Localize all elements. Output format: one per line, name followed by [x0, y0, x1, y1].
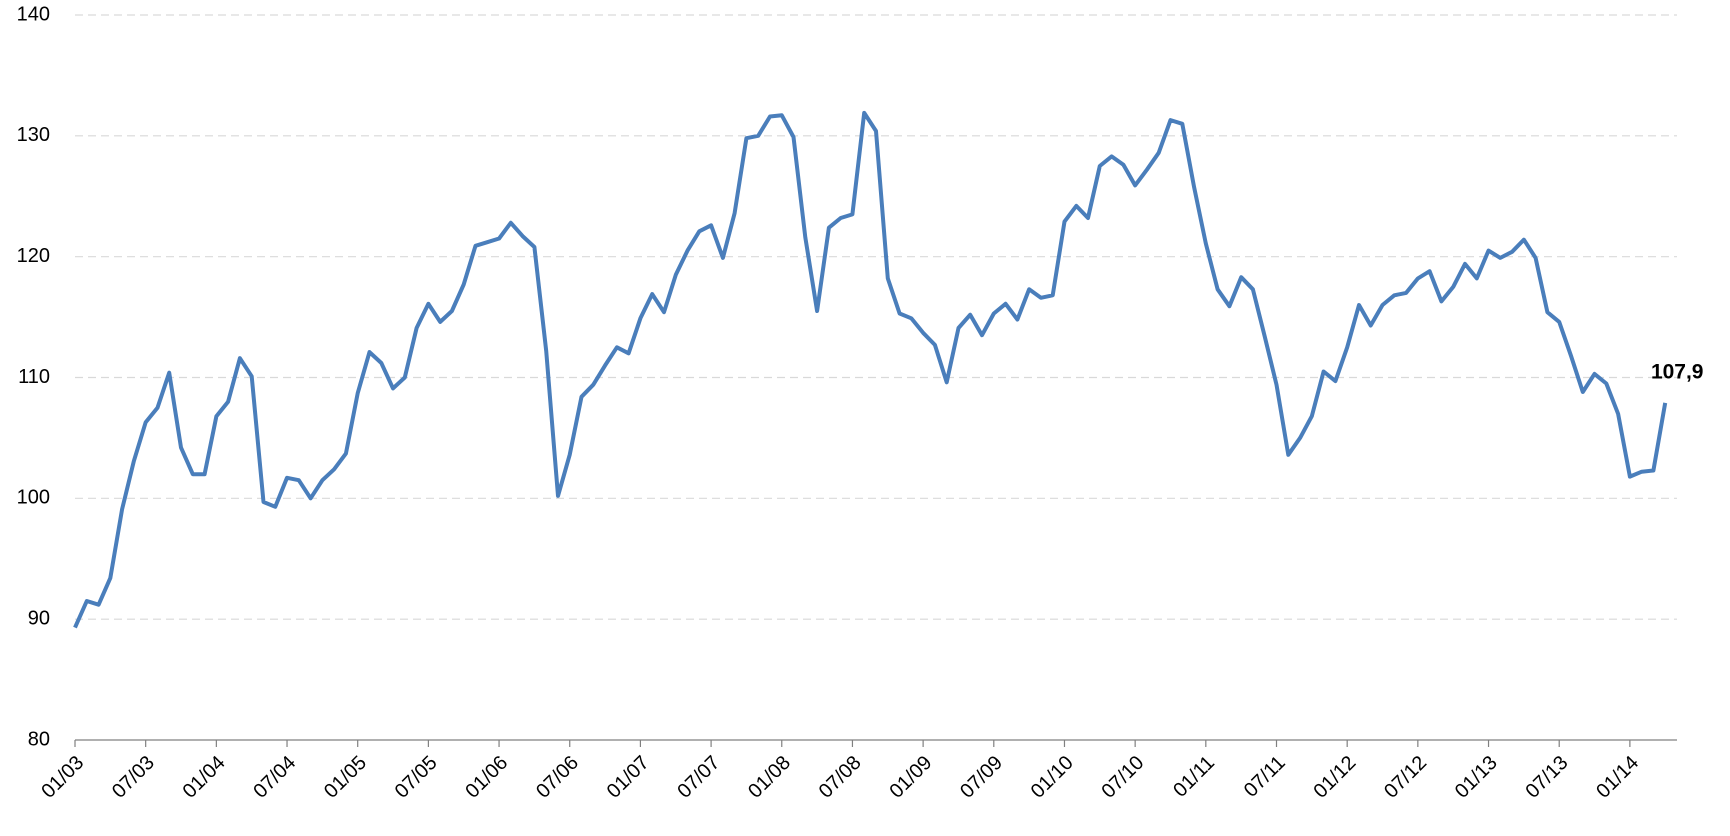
x-tick-label: 01/13 — [1451, 752, 1502, 803]
y-tick-label: 80 — [28, 728, 50, 750]
y-tick-label: 110 — [18, 366, 50, 388]
y-tick-label: 120 — [17, 245, 50, 267]
data-label: 107,9 — [1651, 360, 1704, 383]
x-tick-label: 07/10 — [1097, 752, 1148, 803]
x-tick-label: 01/10 — [1027, 752, 1078, 803]
x-tick-label: 01/07 — [603, 752, 654, 803]
line-series — [73, 110, 1668, 629]
x-tick-label: 07/05 — [391, 752, 442, 803]
x-tick-label: 07/08 — [815, 752, 866, 803]
x-tick-label: 01/05 — [320, 752, 371, 803]
x-tick-label: 01/12 — [1309, 752, 1360, 803]
x-tick-label: 01/14 — [1592, 752, 1643, 803]
y-tick-label: 100 — [17, 487, 50, 509]
x-tick-label: 07/07 — [673, 752, 724, 803]
x-tick-label: 07/06 — [532, 752, 583, 803]
y-tick-label: 90 — [28, 607, 50, 629]
x-tick-label: 01/11 — [1169, 752, 1219, 802]
x-tick-label: 01/06 — [461, 752, 512, 803]
x-tick-label: 07/03 — [108, 752, 159, 803]
x-tick-label: 07/04 — [249, 752, 300, 803]
x-tick-label: 01/03 — [37, 752, 88, 803]
x-tick-label: 07/11 — [1240, 752, 1290, 802]
x-tick-label: 01/04 — [179, 752, 230, 803]
x-tick-label: 01/09 — [885, 752, 936, 803]
x-tick-label: 07/12 — [1380, 752, 1431, 803]
y-tick-label: 130 — [17, 124, 50, 146]
x-tick-label: 07/09 — [956, 752, 1007, 803]
x-tick-label: 07/13 — [1522, 752, 1573, 803]
y-tick-label: 140 — [17, 3, 50, 25]
x-tick-label: 01/08 — [744, 752, 795, 803]
